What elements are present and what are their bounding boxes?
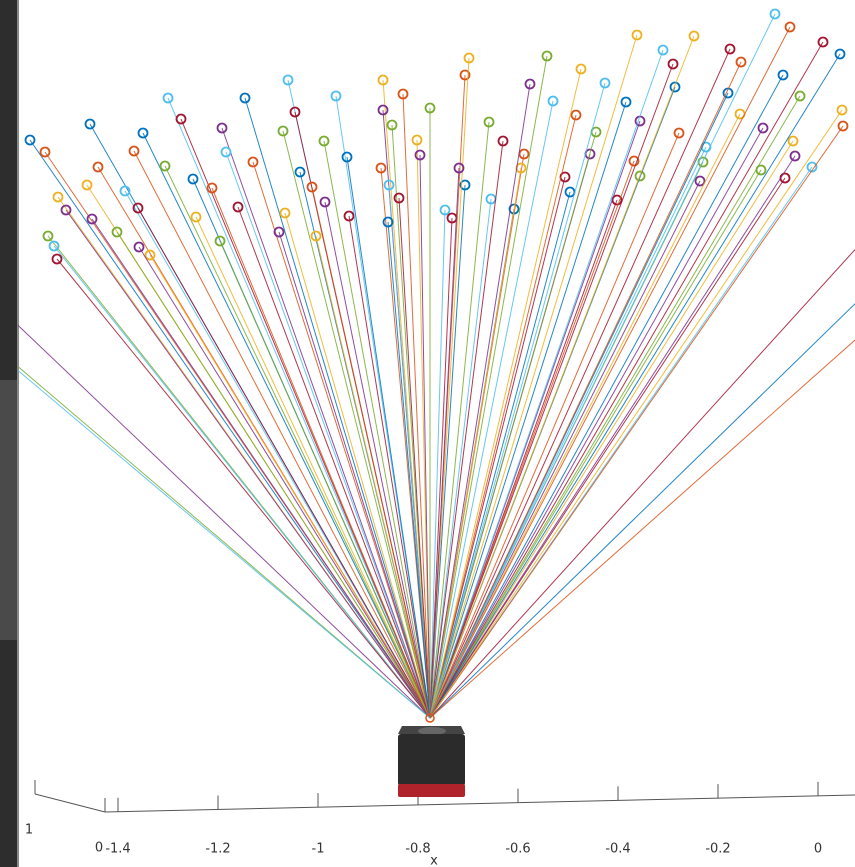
chart: -1.4 -1.2 -1 -0.8 -0.6 -0.4 -0.2 0 1 0 x: [0, 0, 855, 867]
sensor-lens: [418, 727, 446, 735]
rays: [0, 10, 855, 723]
x-tick-label: -1.4: [105, 842, 130, 857]
ray: [150, 255, 430, 718]
ray: [430, 50, 663, 718]
x-tick-label: -1.2: [205, 842, 230, 857]
ray: [430, 115, 576, 718]
ray: [430, 35, 637, 718]
ray: [349, 216, 430, 718]
ray: [430, 54, 840, 718]
x-tick-label: -0.4: [605, 842, 630, 857]
x-tick-label: -0.8: [405, 842, 430, 857]
ray: [117, 232, 430, 718]
ray: [253, 162, 430, 718]
y-tick-label: 1: [25, 823, 33, 838]
ray: [430, 110, 842, 718]
ray: [430, 156, 795, 718]
ray: [430, 62, 741, 718]
ray: [430, 114, 740, 718]
ray: [30, 140, 430, 718]
ray: [430, 181, 700, 718]
background-photo: [0, 380, 18, 640]
y-axis-line: [35, 794, 105, 812]
ray: [57, 259, 430, 718]
ray: [0, 330, 430, 718]
ray: [430, 83, 605, 718]
ray: [430, 102, 626, 718]
x-axis-label: x: [430, 854, 438, 867]
sensor-body: [398, 734, 465, 786]
ray: [430, 42, 823, 718]
ray: [238, 207, 430, 718]
sensor: [398, 726, 465, 797]
x-tick-label: -0.2: [705, 842, 730, 857]
ray: [138, 208, 430, 718]
x-tick-label: -1: [312, 842, 325, 857]
x-tick-label: -0.6: [505, 842, 530, 857]
x-tick-label: 0: [814, 842, 822, 857]
ray: [430, 141, 793, 718]
y-tick-label: 0: [95, 841, 103, 856]
ray: [430, 126, 843, 718]
ray: [430, 49, 730, 718]
ray: [430, 192, 570, 718]
ray: [430, 69, 581, 718]
ray: [312, 187, 430, 718]
ray: [430, 14, 775, 718]
sensor-strip: [398, 784, 465, 797]
ray: [430, 64, 673, 718]
ray: [430, 96, 800, 718]
